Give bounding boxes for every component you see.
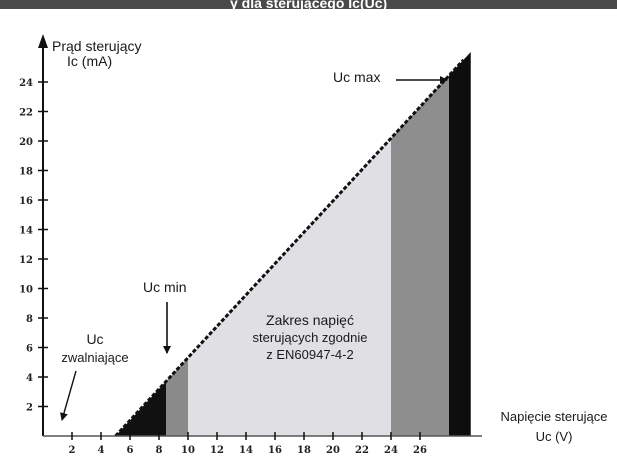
y-tick-label: 20 (19, 137, 33, 148)
x-tick-label: 4 (98, 445, 105, 456)
y-tick-label: 24 (19, 78, 33, 89)
x-tick-label: 12 (210, 445, 224, 456)
x-tick-label: 14 (239, 445, 253, 456)
header-title: y dla sterującego Ic(Uc) (230, 0, 388, 11)
range-label-line1: Zakres napięć (266, 312, 354, 328)
x-tick-label: 6 (127, 445, 134, 456)
y-axis-label-line2: Ic (mA) (67, 53, 112, 69)
line-layer (114, 58, 465, 438)
header-bar: y dla sterującego Ic(Uc) (0, 0, 617, 11)
x-tick-label: 16 (268, 445, 282, 456)
x-tick-label: 22 (355, 445, 369, 456)
band-3 (391, 75, 449, 436)
x-axis-label-line2: Uc (V) (536, 429, 573, 444)
y-tick-label: 8 (26, 314, 33, 325)
range-label-line3: z EN60947-4-2 (266, 347, 353, 362)
y-tick-label: 16 (19, 196, 33, 207)
x-tick-label: 2 (69, 445, 76, 456)
uc-release-arrow (60, 370, 77, 421)
x-axis-label-line1: Napięcie sterujące (501, 409, 608, 424)
y-tick-label: 12 (19, 255, 33, 266)
uc-release-label-line1: Uc (86, 331, 103, 347)
x-tick-label: 18 (297, 445, 311, 456)
uc-release-label-line2: zwalniające (61, 350, 128, 365)
y-tick-label: 10 (19, 285, 33, 296)
y-axis-arrow-icon (38, 34, 48, 48)
x-tick-label: 8 (156, 445, 163, 456)
x-tick-label: 20 (326, 445, 340, 456)
x-tick-label: 10 (181, 445, 195, 456)
y-tick-label: 14 (19, 226, 33, 237)
uc-max-label: Uc max (333, 69, 380, 85)
y-tick-label: 22 (19, 108, 33, 119)
band-2 (188, 138, 391, 436)
y-tick-label: 4 (26, 373, 33, 384)
x-tick-label: 26 (413, 445, 427, 456)
y-tick-label: 18 (19, 167, 33, 178)
characteristic-line (114, 58, 465, 438)
y-axis-label-line1: Prąd sterujący (52, 38, 141, 54)
y-tick-label: 2 (26, 403, 33, 414)
x-tick-label: 24 (384, 445, 398, 456)
y-tick-label: 6 (26, 344, 33, 355)
uc-min-label: Uc min (143, 279, 187, 295)
range-label-line2: sterujących zgodnie (253, 330, 368, 345)
band-4 (449, 52, 471, 436)
bands-layer (115, 52, 471, 436)
